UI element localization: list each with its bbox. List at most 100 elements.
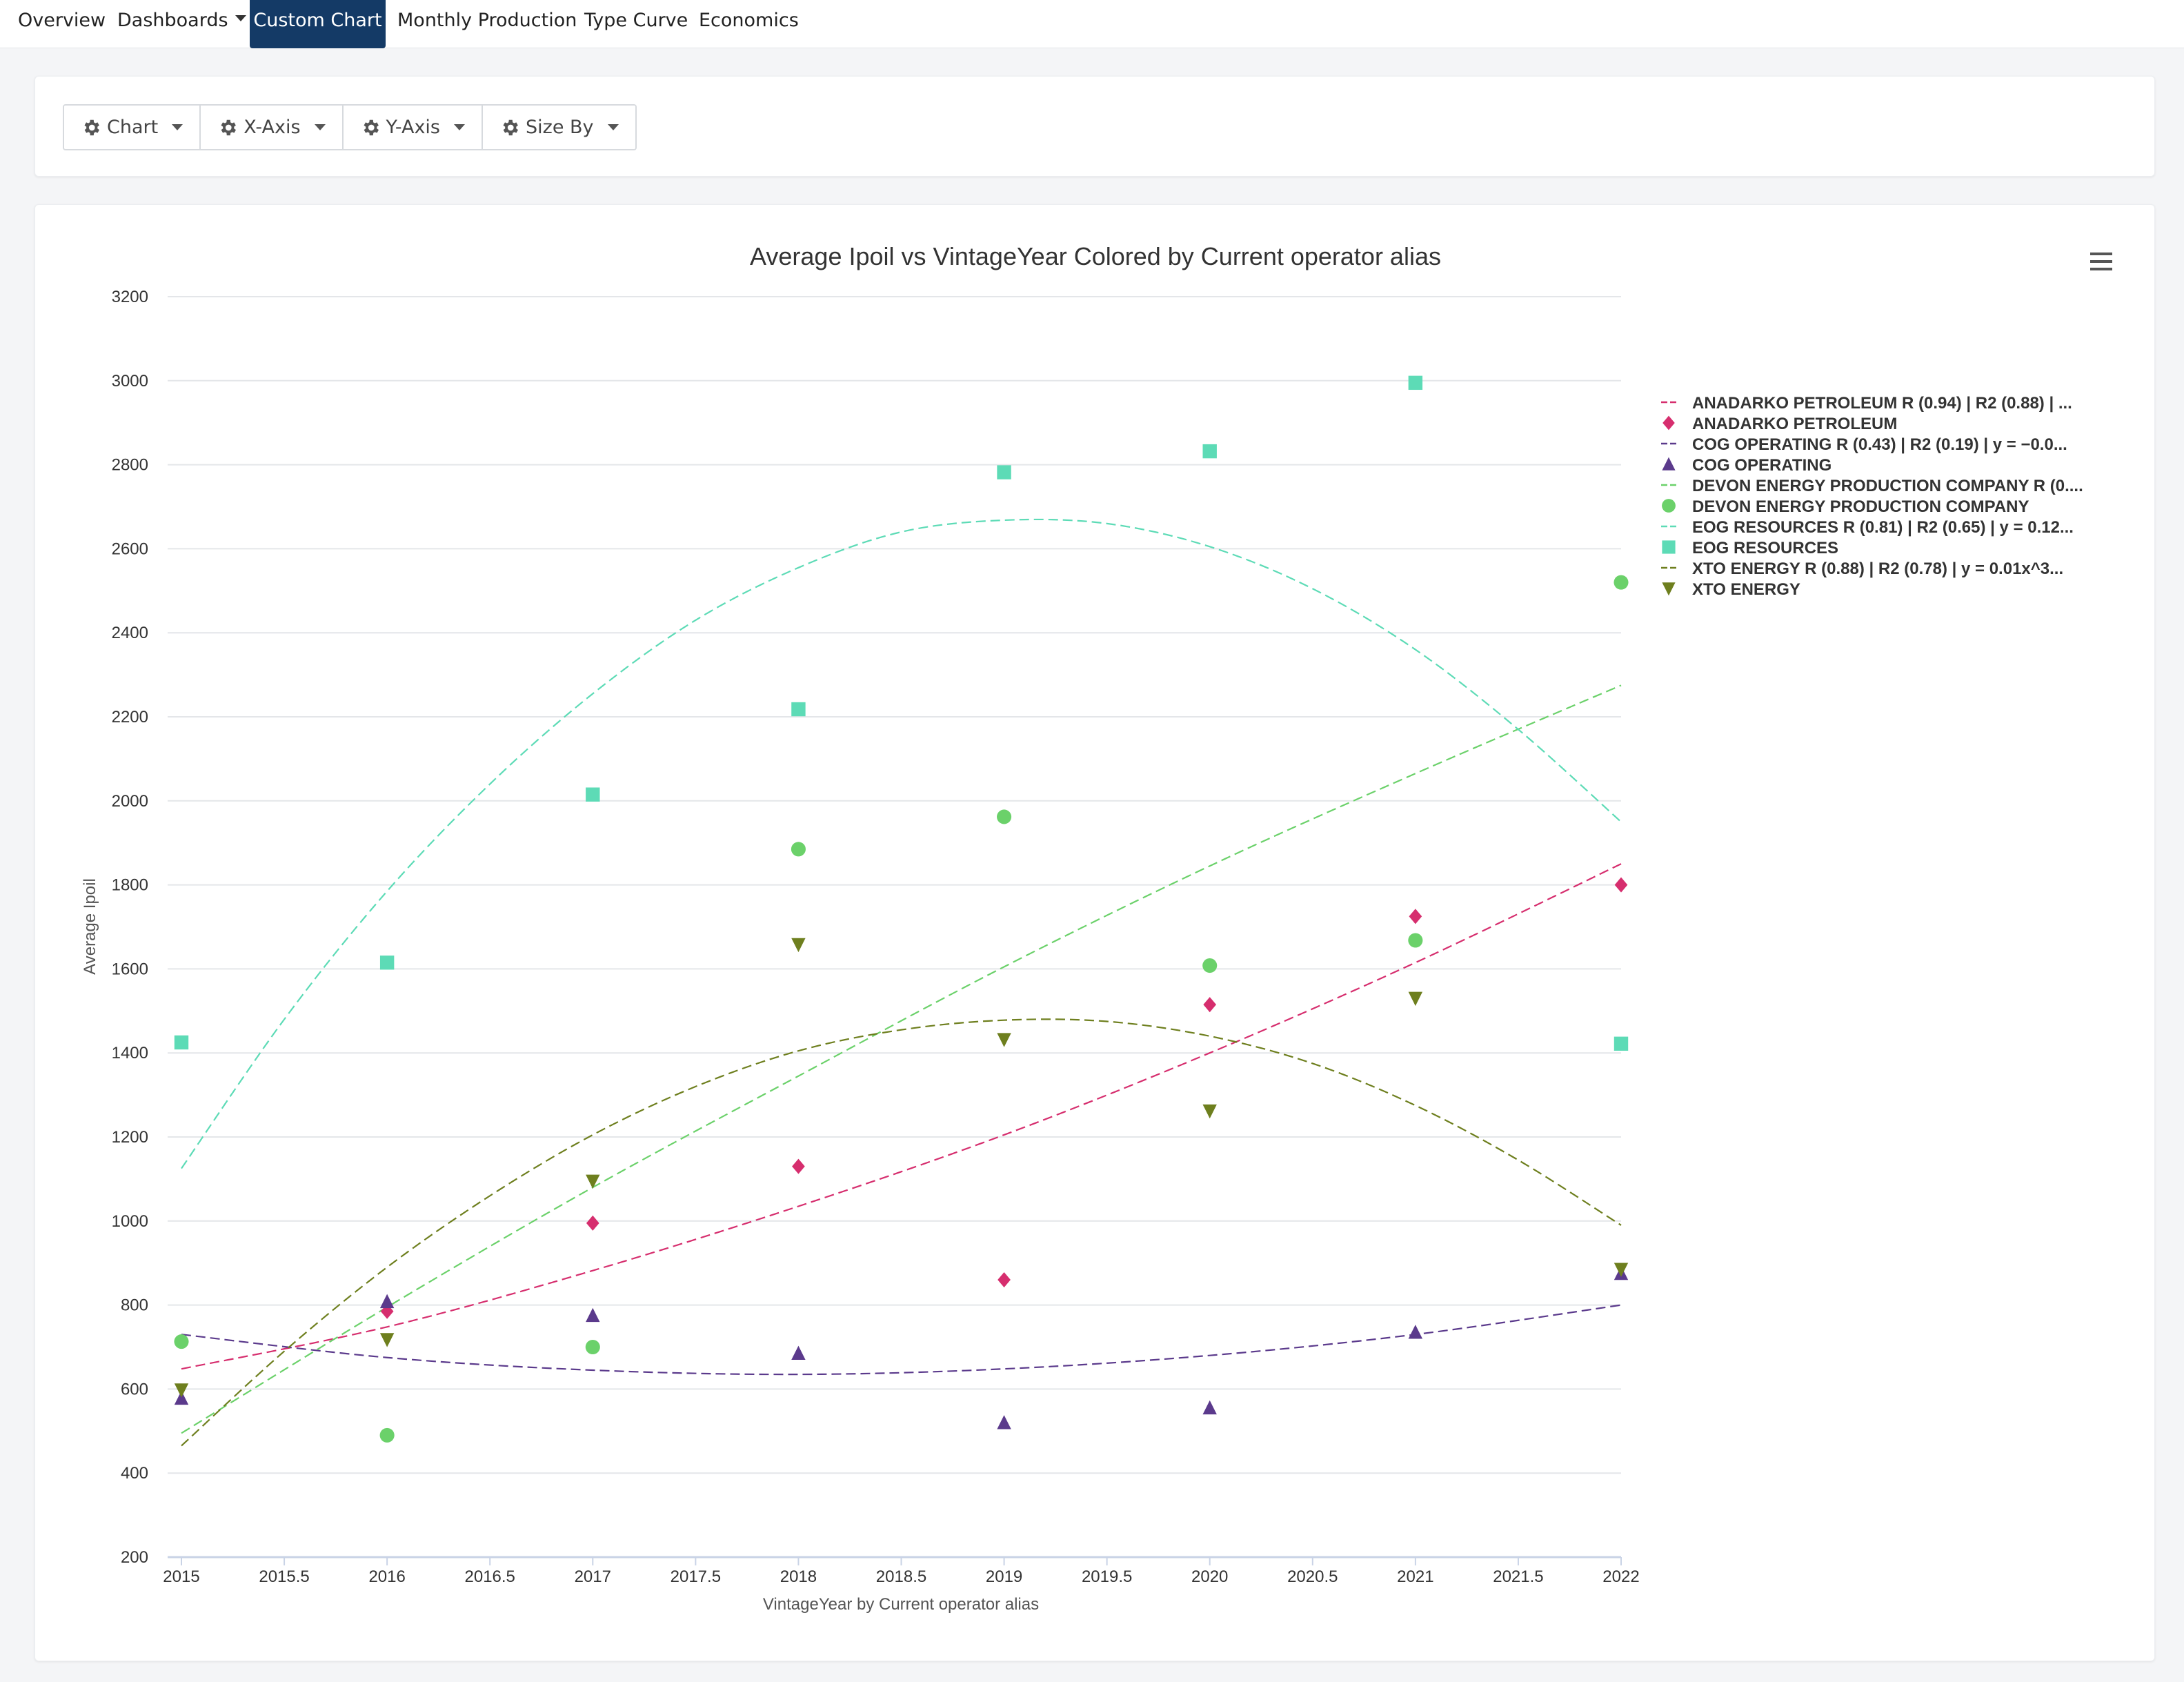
size-by-button[interactable]: Size By bbox=[483, 106, 635, 149]
data-point bbox=[791, 702, 806, 717]
y-axis-label: Average Ipoil bbox=[81, 878, 99, 975]
legend-trend-label[interactable]: DEVON ENERGY PRODUCTION COMPANY R (0.... bbox=[1692, 477, 2083, 495]
data-point bbox=[379, 1333, 395, 1347]
data-point bbox=[1614, 877, 1628, 893]
x-tick-label: 2021.5 bbox=[1493, 1567, 1543, 1586]
x-tick-label: 2016 bbox=[368, 1567, 405, 1586]
y-tick-label: 1200 bbox=[112, 1128, 148, 1147]
chevron-down-icon bbox=[235, 15, 246, 21]
data-point bbox=[379, 1427, 395, 1443]
chevron-down-icon bbox=[172, 124, 183, 130]
data-point bbox=[174, 1035, 189, 1050]
hamburger-menu-icon[interactable] bbox=[2090, 253, 2112, 270]
data-point bbox=[1408, 933, 1423, 948]
size-by-button-label: Size By bbox=[526, 117, 594, 138]
tab-type-curve[interactable]: Type Curve bbox=[584, 10, 688, 31]
x-tick-label: 2020.5 bbox=[1287, 1567, 1338, 1586]
chart-title: Average Ipoil vs VintageYear Colored by … bbox=[750, 242, 1441, 270]
data-point bbox=[792, 1158, 805, 1174]
data-point bbox=[791, 938, 806, 953]
legend-marker bbox=[1662, 457, 1676, 471]
trend-line-3 bbox=[181, 518, 1622, 1169]
legend-trend-label[interactable]: COG OPERATING R (0.43) | R2 (0.19) | y =… bbox=[1692, 435, 2067, 454]
x-axis-button-label: X-Axis bbox=[244, 117, 301, 138]
trend-line-4 bbox=[181, 1018, 1622, 1447]
data-point bbox=[1202, 444, 1217, 459]
data-point bbox=[585, 1339, 600, 1355]
legend-trend-label[interactable]: XTO ENERGY R (0.88) | R2 (0.78) | y = 0.… bbox=[1692, 560, 2063, 578]
top-nav: Overview Dashboards Custom Chart Monthly… bbox=[0, 0, 2184, 48]
tab-economics[interactable]: Economics bbox=[699, 10, 799, 31]
legend-trend-label[interactable]: ANADARKO PETROLEUM R (0.94) | R2 (0.88) … bbox=[1692, 394, 2072, 413]
data-point bbox=[1614, 575, 1629, 590]
x-tick-label: 2018.5 bbox=[876, 1567, 926, 1586]
legend-series-label[interactable]: COG OPERATING bbox=[1692, 456, 1831, 475]
data-point bbox=[174, 1383, 189, 1398]
y-tick-label: 3000 bbox=[112, 372, 148, 390]
data-point bbox=[586, 1307, 600, 1323]
gear-icon bbox=[221, 119, 237, 135]
trend-line-2 bbox=[181, 684, 1622, 1434]
y-tick-label: 600 bbox=[121, 1380, 148, 1398]
trend-lines bbox=[181, 518, 1622, 1447]
data-point bbox=[379, 956, 395, 970]
y-tick-label: 1800 bbox=[112, 876, 148, 895]
data-point bbox=[1408, 1325, 1423, 1339]
grid-lines bbox=[168, 296, 1621, 1474]
y-tick-label: 200 bbox=[121, 1548, 148, 1567]
data-point bbox=[791, 842, 806, 857]
x-axis-button[interactable]: X-Axis bbox=[201, 106, 344, 149]
x-tick-label: 2020 bbox=[1191, 1567, 1228, 1586]
data-point bbox=[1614, 1263, 1629, 1277]
y-tick-label: 800 bbox=[121, 1296, 148, 1315]
tab-overview[interactable]: Overview bbox=[18, 10, 106, 31]
y-tick-label: 1000 bbox=[112, 1212, 148, 1231]
gear-icon bbox=[364, 119, 379, 135]
legend-series-label[interactable]: DEVON ENERGY PRODUCTION COMPANY bbox=[1692, 497, 2029, 516]
data-points bbox=[174, 375, 1629, 1443]
legend-marker bbox=[1662, 540, 1676, 554]
legend-marker bbox=[1662, 499, 1676, 513]
tab-custom-chart[interactable]: Custom Chart bbox=[250, 0, 386, 48]
x-tick-label: 2015 bbox=[163, 1567, 199, 1586]
data-point bbox=[997, 1272, 1011, 1288]
chart-card bbox=[34, 204, 2155, 1661]
data-point bbox=[791, 1345, 806, 1360]
data-point bbox=[997, 465, 1011, 479]
data-point bbox=[1202, 1400, 1217, 1415]
legend-series-label[interactable]: XTO ENERGY bbox=[1692, 580, 1800, 599]
x-tick-label: 2019.5 bbox=[1082, 1567, 1132, 1586]
x-tick-label: 2019 bbox=[986, 1567, 1022, 1586]
data-point bbox=[1202, 1104, 1217, 1119]
y-tick-label: 1400 bbox=[112, 1044, 148, 1062]
y-tick-label: 2400 bbox=[112, 624, 148, 642]
chevron-down-icon bbox=[607, 124, 619, 130]
legend-series-label[interactable]: ANADARKO PETROLEUM bbox=[1692, 415, 1897, 433]
y-axis-button[interactable]: Y-Axis bbox=[343, 106, 483, 149]
chart-options-button-group: Chart X-Axis Y-Axis Size By bbox=[63, 104, 637, 150]
legend-marker bbox=[1662, 415, 1675, 431]
x-tick-label: 2015.5 bbox=[259, 1567, 309, 1586]
tab-dashboards-label: Dashboards bbox=[117, 10, 228, 31]
data-point bbox=[586, 787, 600, 802]
x-tick-label: 2018 bbox=[780, 1567, 817, 1586]
legend-series-label[interactable]: EOG RESOURCES bbox=[1692, 539, 1838, 557]
data-point bbox=[997, 809, 1012, 824]
data-point bbox=[1203, 997, 1217, 1013]
x-tick-label: 2017.5 bbox=[671, 1567, 721, 1586]
tab-monthly-production[interactable]: Monthly Production bbox=[397, 10, 577, 31]
legend-trend-label[interactable]: EOG RESOURCES R (0.81) | R2 (0.65) | y =… bbox=[1692, 518, 2074, 537]
data-point bbox=[1202, 958, 1218, 973]
gear-icon bbox=[84, 119, 99, 135]
axes: 200 400 600 800 1000 1200 1400 1600 1800 2000 2200… bbox=[112, 288, 1640, 1586]
y-tick-label: 2800 bbox=[112, 456, 148, 475]
data-point bbox=[1409, 909, 1422, 924]
x-tick-label: 2017 bbox=[575, 1567, 611, 1586]
y-tick-label: 400 bbox=[121, 1464, 148, 1483]
tab-dashboards[interactable]: Dashboards bbox=[117, 0, 246, 48]
data-point bbox=[1408, 375, 1423, 390]
data-point bbox=[586, 1174, 600, 1189]
chart-button[interactable]: Chart bbox=[64, 106, 201, 149]
y-tick-label: 2600 bbox=[112, 540, 148, 558]
